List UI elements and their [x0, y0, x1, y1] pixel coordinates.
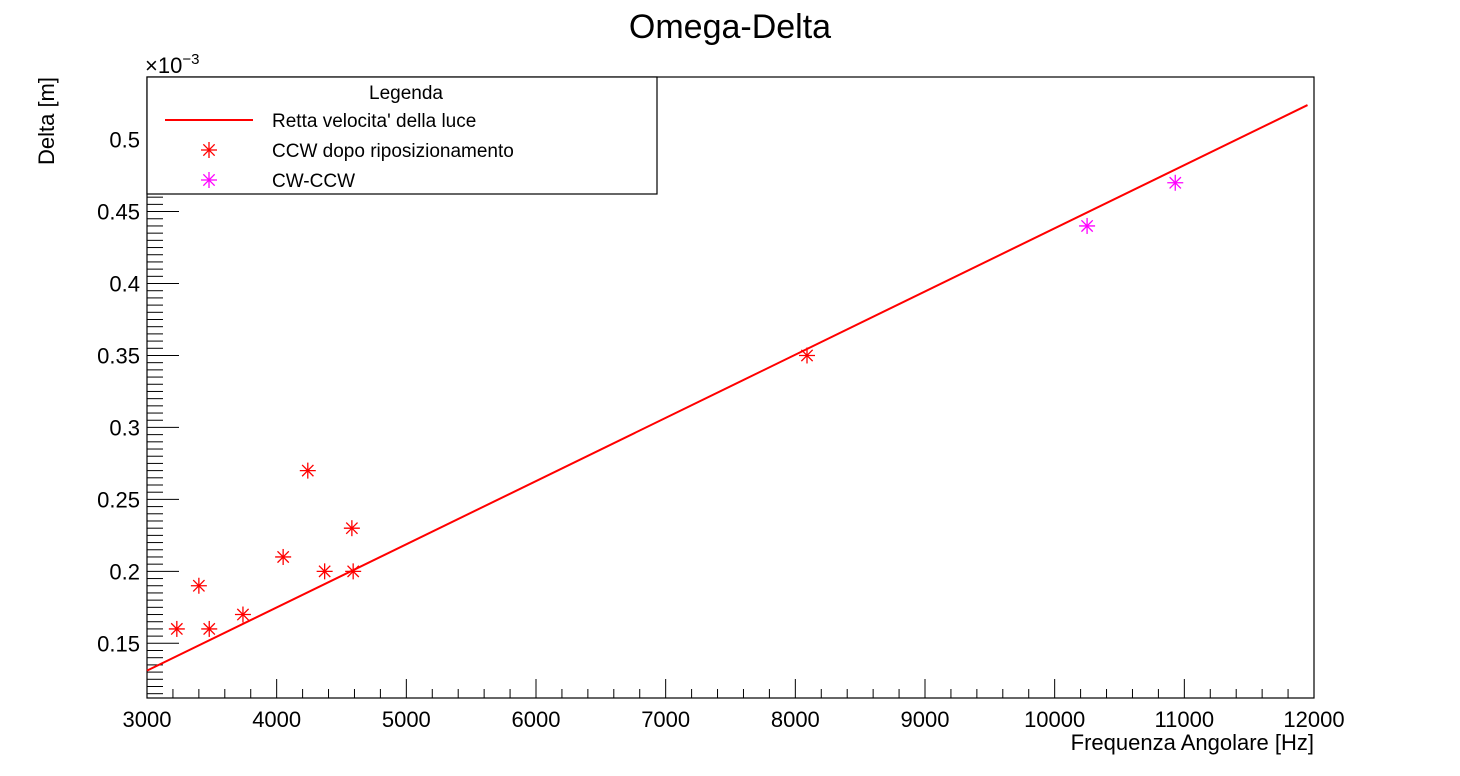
x-tick-label: 5000: [382, 707, 431, 732]
y-tick-label: 0.3: [109, 415, 140, 440]
series-line: [146, 104, 1308, 672]
x-tick-label: 8000: [771, 707, 820, 732]
legend-box: [146, 76, 658, 195]
y-tick-label: 0.35: [97, 343, 140, 368]
y-tick-label: 0.5: [109, 128, 140, 153]
data-point: [1079, 217, 1096, 234]
plot-frame: [146, 76, 1315, 699]
y-tick-label: 0.25: [97, 487, 140, 512]
x-tick-label: 12000: [1283, 707, 1344, 732]
x-tick-label: 9000: [901, 707, 950, 732]
data-point: [1167, 174, 1184, 191]
data-point: [345, 563, 362, 580]
data-point: [201, 620, 218, 637]
legend-marker-swatch: [201, 142, 217, 158]
legend-entry-label: CW-CCW: [272, 171, 355, 192]
data-point: [275, 548, 292, 565]
y-axis-label: Delta [m]: [34, 77, 59, 165]
x-tick-label: 7000: [641, 707, 690, 732]
plot-series: [146, 104, 1308, 672]
y-tick-label: 0.15: [97, 631, 140, 656]
y-axis-exponent: ×10−3: [145, 51, 199, 78]
data-point: [234, 606, 251, 623]
legend-marker-swatch: [201, 172, 217, 188]
x-tick-label: 6000: [512, 707, 561, 732]
legend-entry-label: Retta velocita' della luce: [272, 111, 476, 132]
data-point: [343, 520, 360, 537]
x-axis-label: Frequenza Angolare [Hz]: [1071, 730, 1314, 755]
x-tick-label: 11000: [1155, 707, 1215, 732]
legend-title: Legenda: [369, 83, 443, 104]
x-axis: 3000 4000 5000 6000 7000 8000 9000 10000 11000 12…: [123, 679, 1345, 732]
x-tick-label: 3000: [123, 707, 172, 732]
data-point: [168, 620, 185, 637]
legend: Legenda Retta velocita' della luce CCW dop…: [146, 76, 658, 195]
data-point: [190, 577, 207, 594]
chart-title: Omega-Delta: [629, 8, 831, 46]
legend-entry-label: CCW dopo riposizionamento: [272, 141, 514, 162]
data-point: [299, 462, 316, 479]
x-tick-label: 10000: [1024, 707, 1085, 732]
data-point: [799, 347, 816, 364]
x-tick-label: 4000: [252, 707, 301, 732]
data-point: [316, 563, 333, 580]
y-tick-label: 0.4: [109, 272, 140, 297]
y-tick-label: 0.45: [97, 200, 140, 225]
y-tick-label: 0.2: [109, 559, 140, 584]
y-axis: 0.15 0.2 0.25 0.3 0.35 0.4 0.45 0.5: [97, 81, 179, 695]
